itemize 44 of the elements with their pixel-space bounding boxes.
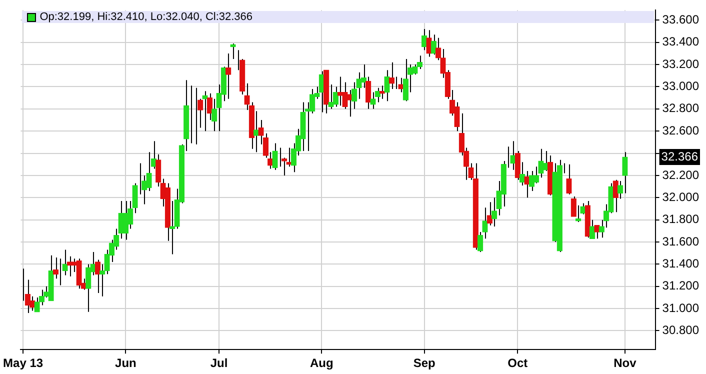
candlestick — [272, 142, 278, 170]
y-tick-label: 33.400 — [662, 34, 700, 49]
candlestick — [254, 110, 260, 153]
y-tick-label: 31.800 — [662, 212, 700, 226]
candlestick — [388, 62, 394, 90]
x-tick-label: Sep — [413, 356, 436, 370]
y-tick-label: 33.600 — [662, 12, 700, 26]
candlestick — [570, 196, 576, 217]
y-tick-label: 32.000 — [662, 190, 700, 204]
text: 32.366 — [661, 149, 698, 164]
x-tick-label: Oct — [508, 356, 528, 370]
candlestick — [86, 264, 92, 312]
candlestick — [430, 34, 436, 56]
candlestick — [566, 164, 572, 195]
candlestick — [510, 140, 516, 170]
candlestick — [202, 90, 208, 132]
candlestick — [384, 70, 390, 102]
y-tick-label: 31.400 — [662, 256, 700, 271]
x-tick-label: Jun — [115, 356, 136, 370]
y-tick-label: 30.800 — [662, 323, 700, 338]
y-tick-label: 31.200 — [662, 278, 700, 293]
x-tick-label: Aug — [310, 356, 334, 370]
candlestick — [482, 207, 488, 240]
y-tick-label: 33.000 — [662, 79, 700, 94]
y-tick-label: 32.200 — [662, 168, 700, 182]
x-tick-label: Jul — [210, 356, 228, 370]
y-tick-label: 33.200 — [662, 56, 700, 71]
header-strip: Op:32.199, Hi:32.410, Lo:32.040, Cl:32.366 — [22, 11, 654, 24]
candlestick — [398, 77, 404, 93]
candlestick — [76, 258, 82, 290]
x-tick-label: May 13 — [3, 356, 44, 370]
candlestick — [346, 90, 352, 118]
y-tick-label: 32.800 — [662, 101, 700, 116]
candlestick — [542, 150, 548, 172]
y-tick-label: 31.600 — [662, 234, 700, 248]
candlestick — [575, 204, 582, 223]
candlestick — [226, 52, 232, 100]
y-tick-label: 31.000 — [662, 300, 700, 315]
y-tick-label: 32.600 — [662, 123, 700, 138]
x-tick-label: Nov — [614, 356, 637, 370]
chart-title: Op:32.199, Hi:32.410, Lo:32.040, Cl:32.366 — [40, 11, 253, 24]
candlestick — [622, 152, 628, 194]
candlestick — [617, 180, 624, 200]
candlestick — [338, 76, 344, 106]
